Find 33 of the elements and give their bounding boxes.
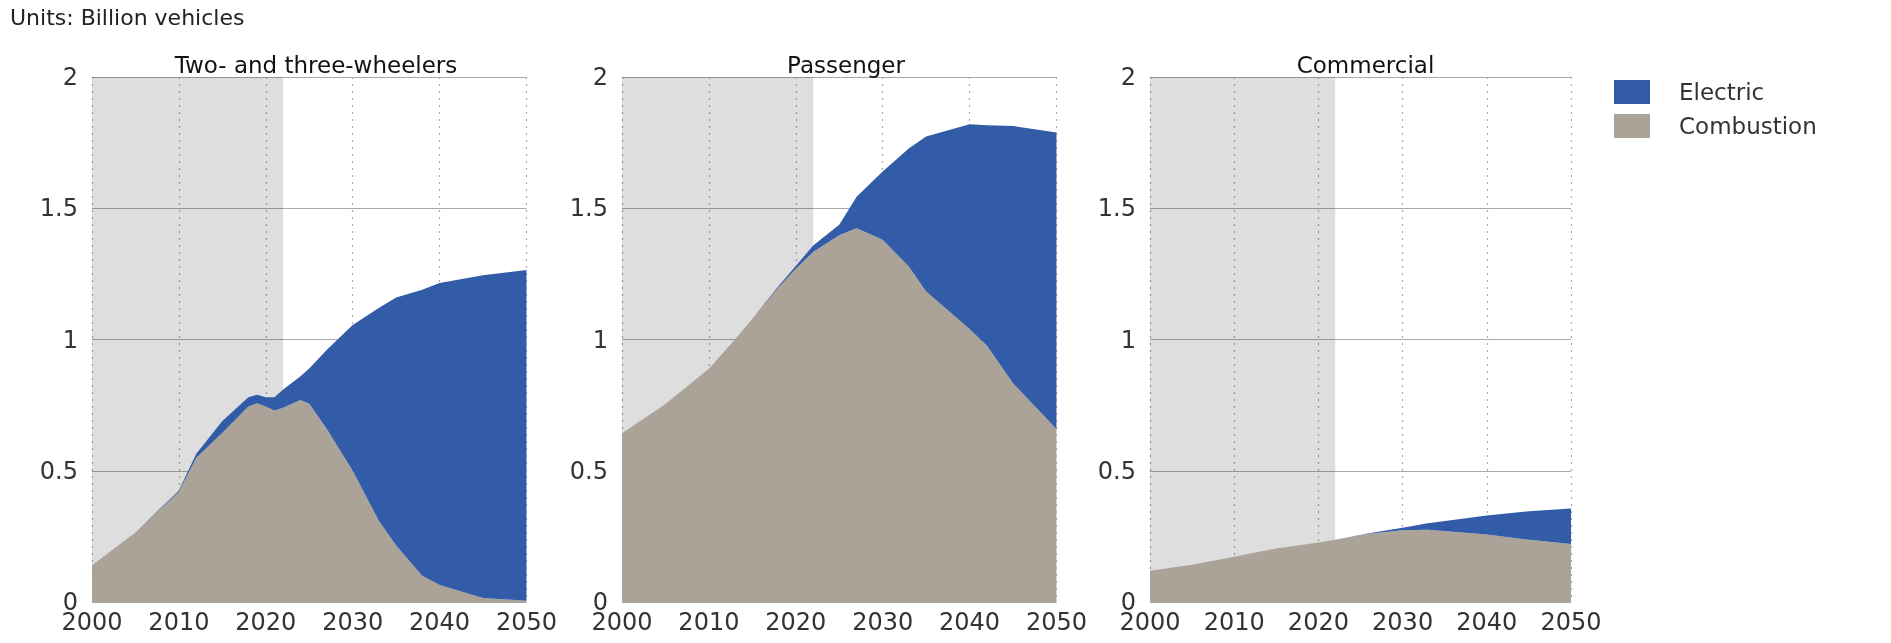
x-tick-label: 2010 <box>148 608 210 636</box>
chart-title: Two- and three-wheelers <box>173 51 458 78</box>
y-tick-label: 1.5 <box>39 194 78 223</box>
y-tick-label: 1.5 <box>1097 194 1136 223</box>
x-tick-label: 2040 <box>1456 608 1518 636</box>
y-tick-label: 2 <box>592 63 608 91</box>
x-tick-label: 2030 <box>852 608 914 636</box>
y-tick-label: 0.5 <box>1097 456 1136 485</box>
x-tick-label: 2050 <box>495 608 557 636</box>
legend-label: Combustion <box>1679 113 1817 139</box>
x-tick-label: 2030 <box>1372 608 1434 636</box>
x-tick-label: 2020 <box>235 608 297 636</box>
chart-title: Passenger <box>787 51 906 78</box>
x-tick-label: 2020 <box>1287 608 1349 636</box>
y-tick-label: 0.5 <box>39 456 78 485</box>
y-tick-label: 1 <box>62 325 78 354</box>
x-tick-label: 2030 <box>322 608 384 636</box>
y-tick-label: 2 <box>1120 63 1136 91</box>
y-tick-label: 1 <box>1120 325 1136 354</box>
x-tick-label: 2050 <box>1025 608 1087 636</box>
x-tick-label: 2010 <box>1203 608 1265 636</box>
x-tick-label: 2010 <box>678 608 740 636</box>
chart-title: Commercial <box>1296 51 1435 78</box>
y-tick-label: 0.5 <box>569 456 608 485</box>
x-tick-label: 2040 <box>409 608 471 636</box>
y-tick-label: 1.5 <box>569 194 608 223</box>
x-tick-label: 2040 <box>939 608 1001 636</box>
text: Units: Billion vehicles <box>10 4 245 30</box>
x-tick-label: 2020 <box>765 608 827 636</box>
y-tick-label: 1 <box>592 325 608 354</box>
legend-label: Electric <box>1679 79 1765 105</box>
y-tick-label: 2 <box>62 63 78 91</box>
x-tick-label: 2050 <box>1540 608 1602 636</box>
